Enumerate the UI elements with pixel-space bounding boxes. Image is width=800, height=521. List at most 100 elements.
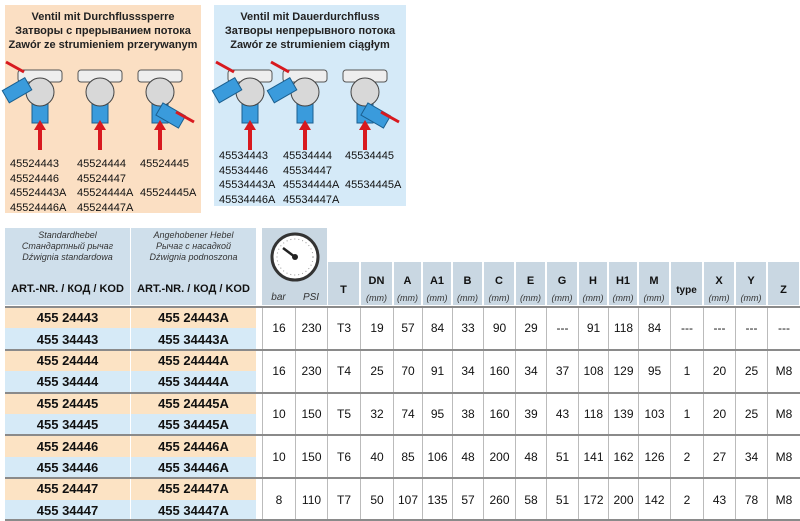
header-cell <box>704 262 734 305</box>
column-unit: (mm) <box>397 293 418 303</box>
table-value: --- <box>703 307 735 350</box>
article-code: 45524444 <box>77 158 126 170</box>
table-value: 103 <box>638 392 670 436</box>
table-value: 50 <box>360 478 393 521</box>
table-value: 70 <box>393 349 422 393</box>
header-note: Dźwignia podnoszona <box>149 252 238 262</box>
table-value: 1 <box>670 349 703 393</box>
table-value: 141 <box>578 435 608 479</box>
article-number: 455 24447 <box>5 478 130 500</box>
table-value: 74 <box>393 392 422 436</box>
table-value: T6 <box>327 435 360 479</box>
column-name: A <box>403 275 412 287</box>
table-value: 78 <box>735 478 767 521</box>
table-value: 85 <box>393 435 422 479</box>
article-code: 45524445A <box>140 187 197 199</box>
valve-part <box>244 120 256 130</box>
header-cell <box>453 262 482 305</box>
row-separator <box>5 434 800 437</box>
table-value: 34 <box>735 435 767 479</box>
article-number: 455 24444A <box>131 349 256 372</box>
table-value: --- <box>670 307 703 350</box>
table-value: 38 <box>452 392 483 436</box>
valve-part <box>154 120 166 130</box>
table-value: 51 <box>546 478 578 521</box>
column-name: X <box>715 275 723 287</box>
article-number: 455 24443A <box>131 307 256 329</box>
row-separator <box>5 519 800 521</box>
column-name: Y <box>747 275 755 287</box>
valve-part <box>211 76 243 104</box>
row-separator <box>5 348 800 351</box>
article-code: 45524446A <box>10 201 67 214</box>
table-value: 25 <box>735 392 767 436</box>
header-note: Стандартный рычаг <box>21 241 114 251</box>
column-unit: (mm) <box>366 293 387 303</box>
article-code: 45534445A <box>345 179 402 191</box>
column-unit: (mm) <box>457 293 478 303</box>
table-value: 34 <box>452 349 483 393</box>
column-name: H <box>589 275 597 287</box>
valve-part <box>215 60 235 74</box>
valve-part <box>1 76 33 104</box>
column-name: DN <box>368 275 385 287</box>
header-cell <box>5 228 130 305</box>
table-value: 48 <box>452 435 483 479</box>
article-number: 455 24446A <box>131 435 256 457</box>
article-code: 45524443A <box>10 187 67 199</box>
table-value: 16 <box>262 349 295 393</box>
table-value: 32 <box>360 392 393 436</box>
article-code: 45534446A <box>219 193 276 206</box>
table-value: 20 <box>703 392 735 436</box>
table-value: 16 <box>262 307 295 350</box>
article-number: 455 34444A <box>131 371 256 393</box>
panel-title: Ventil mit Dauerdurchfluss <box>240 11 380 23</box>
table-value: 107 <box>393 478 422 521</box>
header-cell <box>361 262 392 305</box>
article-code: 45524444A <box>77 187 134 199</box>
table-value: 230 <box>295 307 327 350</box>
article-code: 45534443 <box>219 150 268 162</box>
row-separator <box>5 477 800 480</box>
header-label: ART.-NR. / КОД / KOD <box>137 283 250 295</box>
table-value: 2 <box>670 435 703 479</box>
article-code: 45524447 <box>77 172 126 185</box>
article-number: 455 34445A <box>131 414 256 436</box>
table-value: 260 <box>483 478 515 521</box>
table-value: 27 <box>703 435 735 479</box>
column-name: H1 <box>615 275 631 287</box>
table-value: 95 <box>638 349 670 393</box>
valve-part <box>359 120 371 130</box>
article-number: 455 24445A <box>131 392 256 414</box>
table-value: 39 <box>515 392 546 436</box>
valve-part <box>350 77 380 107</box>
table-value: 150 <box>295 392 327 436</box>
table-value: 129 <box>608 349 638 393</box>
table-value: 84 <box>422 307 452 350</box>
table-value: 8 <box>262 478 295 521</box>
table-value: T3 <box>327 307 360 350</box>
table-value: 110 <box>295 478 327 521</box>
table-value: T4 <box>327 349 360 393</box>
column-unit: (mm) <box>643 293 665 303</box>
table-value: 106 <box>422 435 452 479</box>
column-name: E <box>526 275 535 287</box>
table-value: --- <box>546 307 578 350</box>
table-value: 108 <box>578 349 608 393</box>
valve-part <box>145 77 175 107</box>
table-value: 172 <box>578 478 608 521</box>
column-unit: (mm) <box>426 293 448 303</box>
table-value: M8 <box>767 435 800 479</box>
valve-part <box>85 77 115 107</box>
table-value: 91 <box>578 307 608 350</box>
table-value: 160 <box>483 392 515 436</box>
table-value: M8 <box>767 349 800 393</box>
table-value: 91 <box>422 349 452 393</box>
column-name: type <box>676 284 697 296</box>
table-value: 40 <box>360 435 393 479</box>
column-unit: (mm) <box>551 293 573 303</box>
article-code: 45524443 <box>10 158 59 170</box>
header-cell <box>516 262 545 305</box>
column-name: bar <box>271 291 286 303</box>
